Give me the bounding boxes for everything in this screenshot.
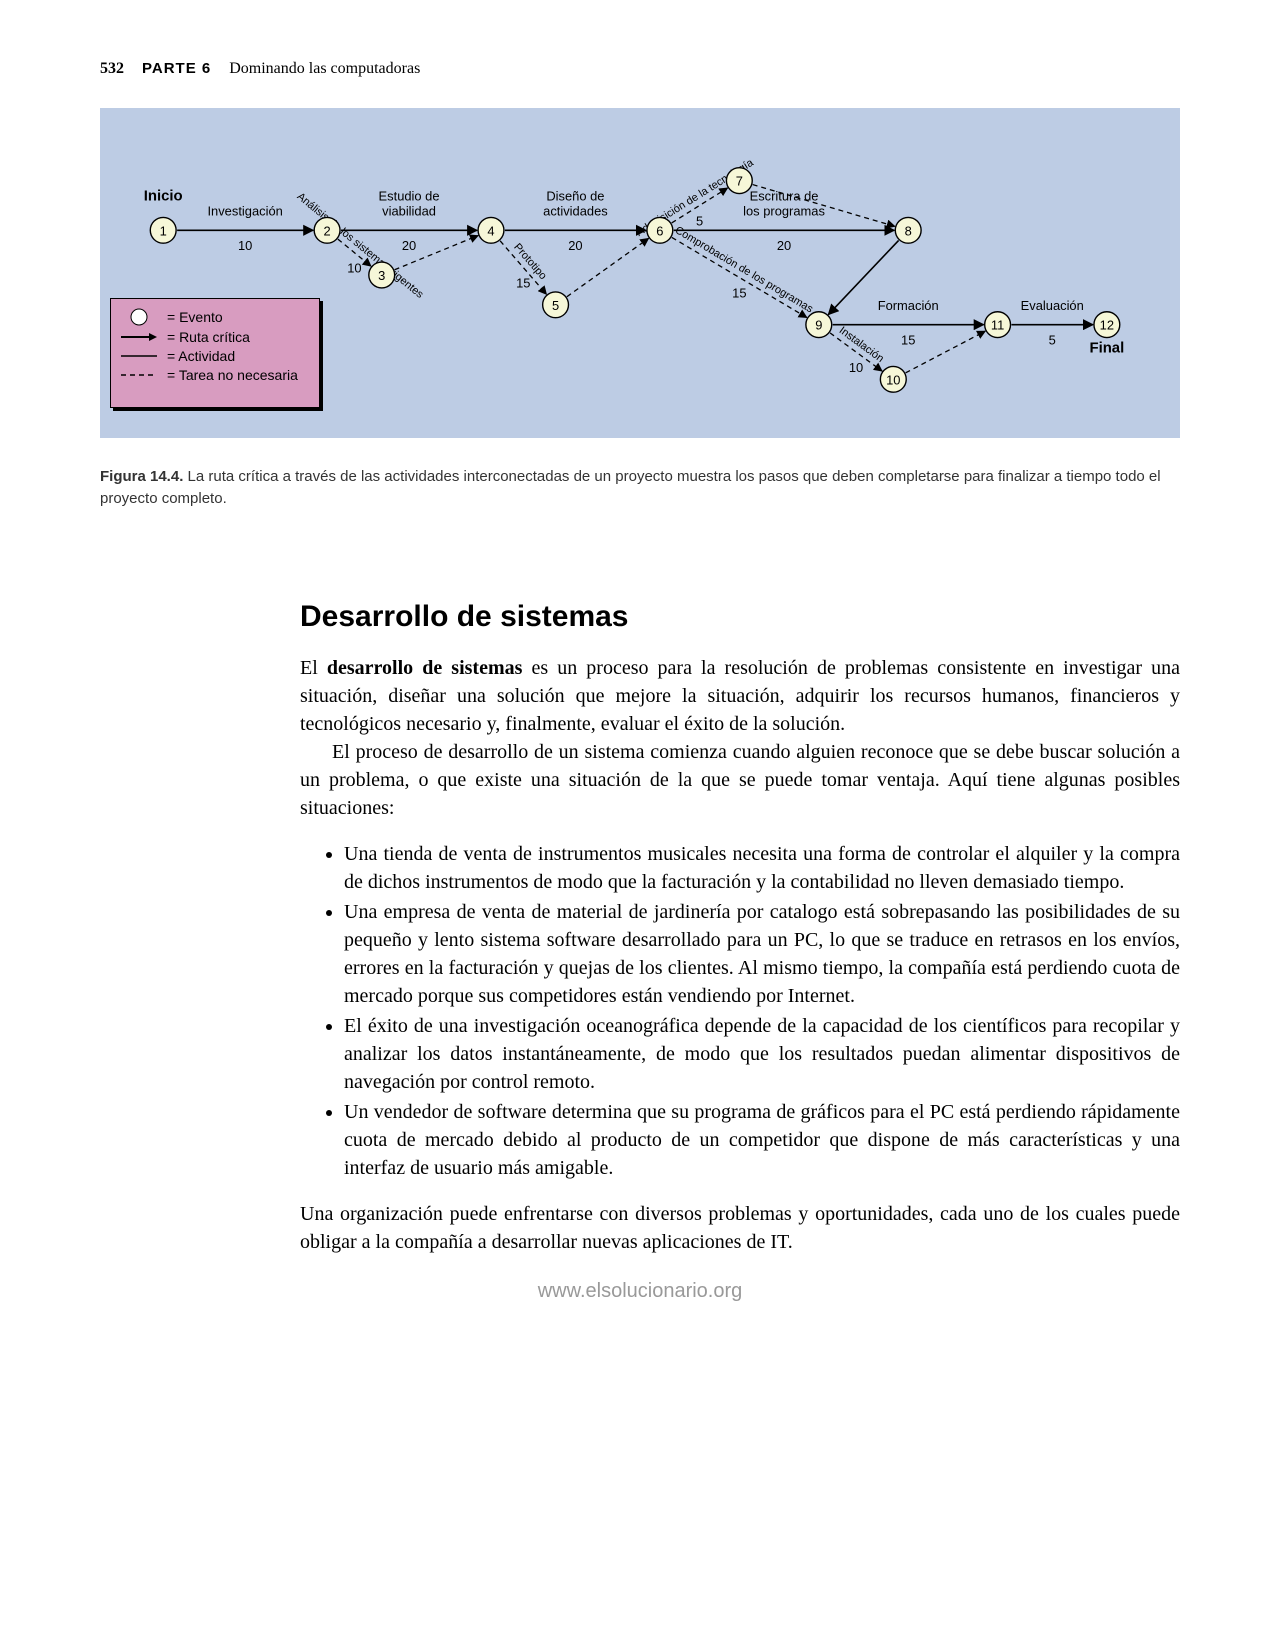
svg-text:Investigación: Investigación [207,203,282,218]
svg-text:Comprobación de los programas: Comprobación de los programas [673,224,816,315]
svg-text:actividades: actividades [543,203,608,218]
svg-text:los programas: los programas [743,203,825,218]
legend-row: = Actividad [119,348,311,364]
svg-text:6: 6 [656,223,663,238]
list-item: Una tienda de venta de instrumentos musi… [344,840,1180,896]
svg-text:15: 15 [732,285,746,300]
bullet-list: Una tienda de venta de instrumentos musi… [344,840,1180,1182]
svg-text:20: 20 [402,238,416,253]
svg-text:11: 11 [991,318,1004,333]
para-2: El proceso de desarrollo de un sistema c… [300,738,1180,822]
para-3: Una organización puede enfrentarse con d… [300,1200,1180,1256]
section-title: Desarrollo de sistemas [300,600,1180,634]
legend-row: = Evento [119,308,311,326]
svg-text:10: 10 [238,238,252,253]
svg-text:Inicio: Inicio [144,189,183,205]
figure-caption: Figura 14.4. La ruta crítica a través de… [100,466,1180,510]
svg-text:10: 10 [849,360,863,375]
svg-text:15: 15 [516,275,530,290]
para-1: El desarrollo de sistemas es un proceso … [300,654,1180,738]
svg-text:9: 9 [815,318,822,333]
page-header: 532 PARTE 6 Dominando las computadoras [100,60,1180,78]
svg-text:2: 2 [324,223,331,238]
svg-text:5: 5 [552,298,559,313]
page-number: 532 [100,60,124,78]
svg-text:20: 20 [777,238,791,253]
body-text: El desarrollo de sistemas es un proceso … [300,654,1180,1256]
part-title: Dominando las computadoras [229,60,420,78]
list-item: El éxito de una investigación oceanográf… [344,1012,1180,1096]
svg-text:8: 8 [905,223,912,238]
svg-text:4: 4 [487,223,494,238]
svg-text:Escritura de: Escritura de [750,189,819,204]
pert-diagram: Investigación1010Análisis de los sistema… [100,108,1180,438]
svg-text:10: 10 [347,261,361,276]
svg-text:12: 12 [1100,318,1114,333]
legend-row: = Tarea no necesaria [119,367,311,383]
svg-text:Estudio de: Estudio de [379,189,440,204]
svg-text:Diseño de: Diseño de [546,189,604,204]
legend-row: = Ruta crítica [119,329,311,345]
svg-text:7: 7 [736,174,743,189]
list-item: Un vendedor de software determina que su… [344,1098,1180,1182]
footer-url: www.elsolucionario.org [100,1280,1180,1303]
svg-text:15: 15 [901,333,915,348]
caption-label: Figura 14.4. [100,468,183,485]
svg-text:Formación: Formación [878,298,939,313]
caption-text: La ruta crítica a través de las activida… [100,468,1161,507]
list-item: Una empresa de venta de material de jard… [344,898,1180,1010]
svg-text:10: 10 [886,372,900,387]
svg-text:viabilidad: viabilidad [382,203,436,218]
svg-text:1: 1 [160,223,167,238]
svg-text:20: 20 [568,238,582,253]
svg-text:Evaluación: Evaluación [1021,298,1084,313]
svg-text:5: 5 [1049,333,1056,348]
part-label: PARTE 6 [142,60,211,77]
svg-text:Final: Final [1089,340,1124,356]
legend-box: = Evento = Ruta crítica = Actividad = Tarea… [110,298,320,408]
svg-text:3: 3 [378,268,385,283]
svg-text:5: 5 [696,213,703,228]
